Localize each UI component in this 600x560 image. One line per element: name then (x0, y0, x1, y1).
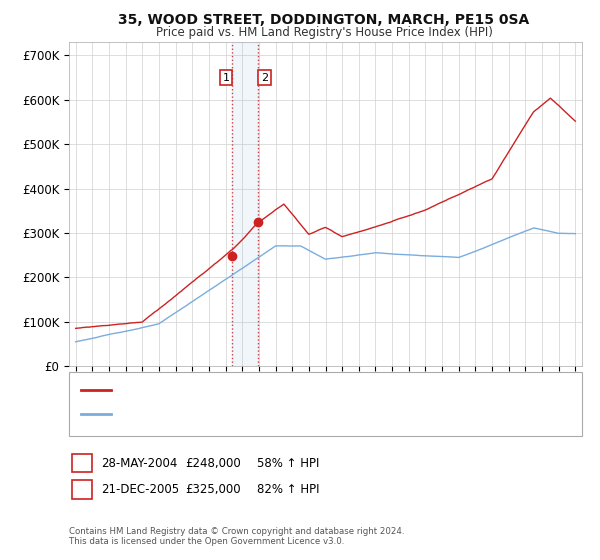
Text: Price paid vs. HM Land Registry's House Price Index (HPI): Price paid vs. HM Land Registry's House … (155, 26, 493, 39)
Text: HPI: Average price, detached house, Fenland: HPI: Average price, detached house, Fenl… (117, 409, 351, 419)
Text: 21-DEC-2005: 21-DEC-2005 (101, 483, 179, 496)
Text: 2: 2 (78, 483, 86, 496)
Text: 58% ↑ HPI: 58% ↑ HPI (257, 456, 319, 469)
Text: 35, WOOD STREET, DODDINGTON, MARCH, PE15 0SA (detached house): 35, WOOD STREET, DODDINGTON, MARCH, PE15… (117, 385, 490, 395)
Text: Contains HM Land Registry data © Crown copyright and database right 2024.
This d: Contains HM Land Registry data © Crown c… (69, 526, 404, 546)
Text: 82% ↑ HPI: 82% ↑ HPI (257, 483, 319, 496)
Text: £248,000: £248,000 (185, 456, 241, 469)
Text: 1: 1 (78, 456, 86, 469)
Text: 35, WOOD STREET, DODDINGTON, MARCH, PE15 0SA: 35, WOOD STREET, DODDINGTON, MARCH, PE15… (118, 13, 530, 27)
Text: 1: 1 (223, 73, 230, 82)
Bar (232, 42, 259, 366)
Text: 28-MAY-2004: 28-MAY-2004 (101, 456, 177, 469)
Text: 2: 2 (260, 73, 268, 82)
Text: £325,000: £325,000 (185, 483, 241, 496)
